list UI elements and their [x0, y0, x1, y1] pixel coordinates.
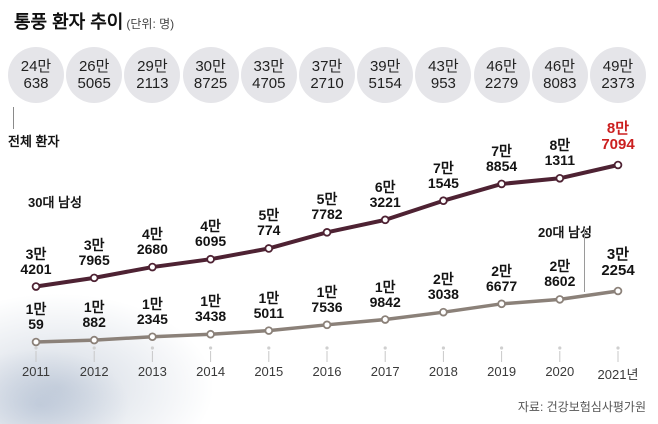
series-20s-value-label: 2만 3038 [427, 271, 459, 303]
series-20s-value-label: 2만 6677 [486, 262, 518, 294]
year-label: 2018 [428, 364, 458, 379]
series-30s-data-point [555, 173, 565, 183]
series-30s-value-label: 5만 7782 [311, 191, 343, 223]
series-20s-male-label: 20대 남성 [538, 225, 592, 240]
axis-tick-dot [325, 346, 329, 350]
series-30s-value-label: 3만 4201 [20, 245, 52, 277]
series-30s-value-label: 4만 2680 [136, 226, 168, 258]
series-30s-value-label: 5만 774 [257, 207, 281, 239]
series-30s-data-point [613, 160, 623, 170]
series-30s-data-point [206, 254, 215, 264]
total-patients-circle: 24만 638 [8, 47, 64, 103]
series-20s-value-label: 1만 9842 [369, 278, 401, 310]
series-30s-value-label: 3만 7965 [78, 236, 110, 268]
series-30s-data-point [148, 262, 157, 272]
axis-tick-dot [558, 346, 562, 350]
series-30s-data-point [89, 273, 99, 283]
series-20s-value-label: 1만 5011 [253, 289, 284, 321]
year-divider-line [584, 228, 585, 292]
axis-tick-dot [34, 346, 38, 350]
year-label: 2011 [22, 364, 50, 379]
total-patients-circle: 33만 4705 [240, 47, 297, 103]
series-20s-data-point [380, 315, 390, 324]
axis-tick-dot [209, 346, 213, 350]
series-20s-value-label: 2만 8602 [544, 258, 576, 290]
series-20s-data-point [31, 337, 41, 347]
year-label: 2019 [487, 364, 517, 379]
series-20s-data-point [264, 326, 274, 335]
series-30s-value-label: 4만 6095 [195, 218, 227, 250]
year-label: 2013 [137, 364, 167, 379]
series-30s-data-point [322, 228, 332, 237]
series-30s-value-label: 7만 1545 [427, 159, 459, 191]
series-20s-data-point [497, 299, 506, 309]
total-label-connector [13, 107, 14, 129]
series-30s-data-point [31, 282, 41, 291]
total-patients-circle: 30만 8725 [182, 47, 239, 103]
total-patients-circle: 26만 5065 [66, 47, 123, 103]
total-patients-circle: 29만 2113 [124, 47, 181, 103]
total-patients-circle: 46만 8083 [531, 47, 588, 103]
series-30s-data-point [439, 196, 448, 206]
series-20s-value-label: 1만 2345 [136, 295, 168, 327]
series-20s-value-label: 1만 3438 [195, 293, 227, 325]
axis-tick-dot [92, 346, 96, 350]
series-30s-value-label: 7만 8854 [486, 142, 518, 174]
series-20s-value-label: 1만 7536 [311, 283, 343, 315]
series-20s-value-label: 3만 2254 [601, 246, 635, 279]
year-label: 2017 [370, 364, 400, 379]
total-patients-circle: 49만 2373 [590, 47, 646, 103]
series-30s-male-label: 30대 남성 [28, 195, 82, 210]
chart-title-text: 통풍 환자 추이 [14, 12, 124, 32]
series-30s-data-point [497, 179, 506, 189]
chart-unit: (단위: 명) [126, 17, 175, 31]
axis-tick-dot [616, 346, 620, 350]
series-20s-value-label: 1만 882 [82, 299, 106, 331]
axis-tick-dot [383, 346, 387, 350]
year-label: 2014 [196, 364, 226, 379]
total-patients-circle: 39만 5154 [357, 47, 414, 103]
axis-tick-dot [150, 346, 154, 350]
series-20s-value-label: 1만 59 [25, 301, 47, 332]
year-label: 2012 [79, 364, 109, 379]
year-label: 2020 [545, 364, 575, 379]
source-credit: 자료: 건강보험심사평가원 [517, 400, 646, 414]
series-20s-data-point [148, 332, 157, 342]
total-patients-circle: 37만 2710 [299, 47, 355, 103]
series-30s-data-point [380, 215, 390, 225]
series-20s-data-point [206, 329, 215, 339]
year-label: 2015 [254, 364, 284, 379]
axis-tick-dot [267, 346, 271, 350]
total-patients-circle: 46만 2279 [473, 47, 530, 103]
series-20s-data-point [89, 335, 99, 345]
total-patients-label: 전체 환자 [8, 134, 60, 149]
chart-title: 통풍 환자 추이 (단위: 명) [14, 8, 174, 34]
year-label: 2021년 [597, 367, 639, 382]
series-20s-data-point [439, 307, 448, 317]
series-30s-value-label: 6만 3221 [369, 178, 401, 210]
axis-tick-dot [441, 346, 445, 350]
series-20s-data-point [322, 320, 332, 330]
year-label: 2016 [312, 364, 342, 379]
series-20s-data-point [613, 286, 623, 296]
series-30s-value-label: 8만 7094 [601, 120, 635, 153]
axis-tick-dot [500, 346, 504, 350]
total-patients-circle: 43만 953 [415, 47, 472, 103]
series-30s-value-label: 8만 1311 [544, 137, 575, 169]
series-30s-data-point [264, 244, 274, 253]
series-20s-data-point [555, 295, 565, 304]
